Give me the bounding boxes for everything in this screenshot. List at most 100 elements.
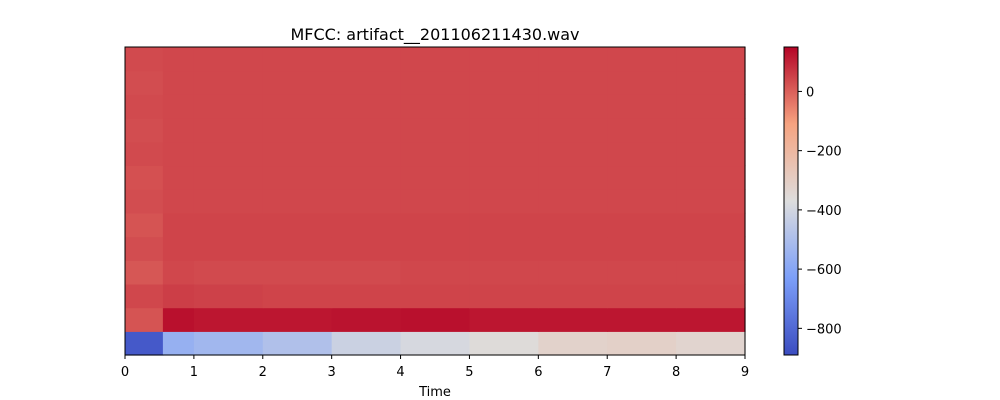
heatmap-cell (607, 283, 677, 309)
heatmap-cell (193, 307, 264, 332)
heatmap-cell (676, 47, 746, 72)
heatmap-cell (262, 283, 333, 309)
x-tick-label: 8 (672, 365, 680, 380)
heatmap-cell (331, 260, 402, 285)
heatmap-cell (607, 141, 677, 167)
heatmap-cell (262, 70, 333, 95)
heatmap-cell (125, 260, 164, 285)
heatmap-cell (125, 307, 164, 332)
heatmap-cell (162, 331, 195, 356)
heatmap-cell (469, 165, 539, 190)
heatmap-cell (538, 212, 608, 238)
heatmap-cell (331, 307, 402, 332)
heatmap-cell (262, 212, 333, 238)
x-tick-label: 9 (741, 365, 749, 380)
heatmap-cell (331, 212, 402, 238)
heatmap-cell (676, 307, 746, 332)
heatmap-cell (331, 165, 402, 190)
heatmap-cell (400, 260, 471, 285)
heatmap-cell (193, 212, 264, 238)
heatmap-cell (162, 141, 195, 167)
colorbar-tick-label: −400 (806, 204, 842, 219)
heatmap-cell (331, 236, 402, 261)
heatmap-cell (469, 189, 539, 214)
heatmap-cell (469, 307, 539, 332)
heatmap-cell (193, 141, 264, 167)
heatmap-cell (400, 70, 471, 95)
heatmap-cell (262, 307, 333, 332)
heatmap-cell (538, 165, 608, 190)
heatmap-cell (193, 94, 264, 119)
heatmap-cell (400, 331, 471, 356)
heatmap-cell (538, 331, 608, 356)
x-tick-label: 6 (534, 365, 542, 380)
heatmap-cell (400, 212, 471, 238)
heatmap-cell (538, 94, 608, 119)
colorbar: 0 −200 −400 −600 −800 (783, 46, 842, 356)
heatmap-cell (607, 47, 677, 72)
heatmap-cell (676, 118, 746, 143)
heatmap-cell (607, 307, 677, 332)
heatmap-cell (676, 331, 746, 356)
heatmap-cell (162, 70, 195, 95)
heatmap-cell (538, 70, 608, 95)
heatmap-cell (193, 47, 264, 72)
heatmap-cell (162, 47, 195, 72)
heatmap-cell (676, 236, 746, 261)
heatmap-cell (538, 189, 608, 214)
heatmap-cell (193, 165, 264, 190)
heatmap-cell (676, 141, 746, 167)
x-tick-label: 3 (328, 365, 336, 380)
heatmap-cell (676, 70, 746, 95)
heatmap-cell (607, 331, 677, 356)
x-tick-label: 4 (396, 365, 404, 380)
heatmap-cell (125, 47, 164, 72)
x-axis-label: Time (418, 385, 451, 400)
heatmap-cell (469, 94, 539, 119)
heatmap-cell (538, 141, 608, 167)
heatmap-cell (125, 94, 164, 119)
heatmap-cell (607, 212, 677, 238)
heatmap-cell (162, 165, 195, 190)
heatmap-cell (125, 283, 164, 309)
heatmap-cell (676, 212, 746, 238)
heatmap-cell (262, 118, 333, 143)
heatmap-cell (400, 236, 471, 261)
heatmap-cell (676, 189, 746, 214)
heatmap-cell (607, 189, 677, 214)
heatmap-cell (331, 70, 402, 95)
heatmap-cell (193, 331, 264, 356)
heatmap-cell (193, 70, 264, 95)
colorbar-tick-label: 0 (806, 85, 814, 100)
heatmap-cell (193, 236, 264, 261)
heatmap-cell (469, 212, 539, 238)
heatmap-cell (262, 331, 333, 356)
heatmap-cell (676, 283, 746, 309)
heatmap-cell (125, 331, 164, 356)
x-tick-label: 0 (121, 365, 129, 380)
x-tick-label: 5 (465, 365, 473, 380)
heatmap-cell (607, 118, 677, 143)
heatmap-cell (469, 70, 539, 95)
heatmap-cell (331, 47, 402, 72)
colorbar-tick-label: −800 (806, 322, 842, 337)
heatmap-cell (262, 260, 333, 285)
heatmap-cell (400, 283, 471, 309)
heatmap-cell (125, 118, 164, 143)
heatmap-cell (193, 118, 264, 143)
heatmap-cell (262, 236, 333, 261)
heatmap-cell (331, 189, 402, 214)
heatmap-cell (469, 141, 539, 167)
heatmap-cell (162, 212, 195, 238)
heatmap-cell (162, 283, 195, 309)
chart-title: MFCC: artifact__201106211430.wav (290, 25, 579, 45)
colorbar-gradient (784, 47, 798, 355)
heatmap-cell (538, 47, 608, 72)
plot-frame (124, 46, 746, 356)
heatmap-cell (162, 307, 195, 332)
heatmap-cell (676, 94, 746, 119)
heatmap-cell (538, 236, 608, 261)
heatmap-cell (162, 94, 195, 119)
heatmap-cell (607, 94, 677, 119)
